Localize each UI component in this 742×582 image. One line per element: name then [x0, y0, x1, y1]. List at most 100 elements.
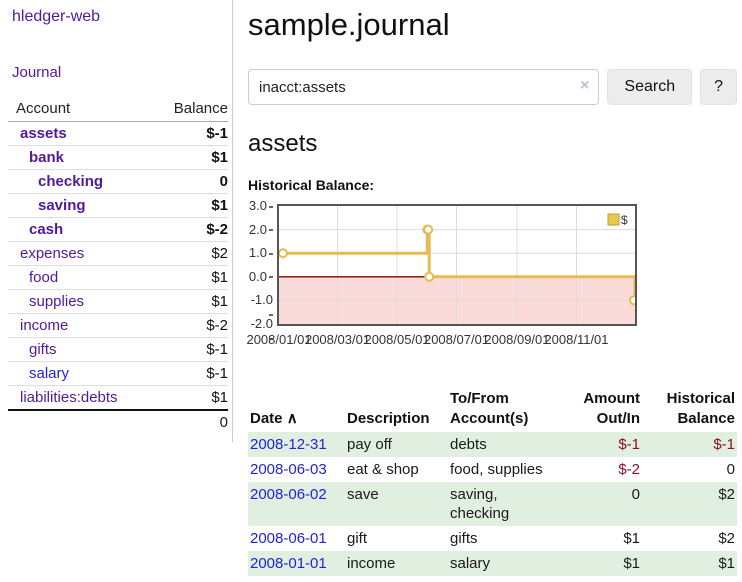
sidebar-item-journal[interactable]: Journal: [12, 64, 62, 81]
historical-balance-chart: $ 3.0 2.0 1.0 0.0 -1.0 -2.0 2008/01/01 2008/03/…: [246, 199, 737, 364]
search-button[interactable]: Search: [607, 69, 693, 105]
sort-asc-icon: ∧: [286, 410, 298, 427]
transaction-description: pay off: [347, 436, 392, 453]
search-bar: × Search ?: [248, 69, 737, 105]
sidebar-account-balance: $-2: [118, 217, 228, 242]
account-row: gifts $-1: [8, 337, 228, 362]
account-row: bank $1: [8, 145, 228, 170]
account-row: expenses $2: [8, 241, 228, 266]
account-row: cash $-2: [8, 217, 228, 242]
transaction-description: save: [347, 486, 379, 503]
search-input[interactable]: [248, 69, 600, 105]
transaction-amount: 0: [631, 486, 640, 503]
transaction-balance: $-1: [713, 436, 735, 453]
transaction-amount: $-1: [618, 436, 640, 453]
register-col-amount: Amount Out/In: [583, 390, 640, 427]
sidebar-account-link[interactable]: salary: [29, 365, 70, 382]
sidebar: hledger-web Journal Account Balance asse…: [0, 0, 233, 442]
sidebar-account-link[interactable]: assets: [20, 125, 67, 142]
transaction-date-link[interactable]: 2008-12-31: [250, 436, 327, 453]
accounts-col-account: Account: [8, 98, 118, 122]
sidebar-account-link[interactable]: bank: [29, 149, 65, 166]
register-col-description: Description: [347, 410, 430, 427]
chart-plot-area: $: [277, 204, 639, 326]
clear-search-icon[interactable]: ×: [580, 77, 590, 94]
transaction-balance: $2: [718, 486, 735, 503]
sidebar-account-balance: $2: [118, 241, 228, 266]
chart-title: Historical Balance:: [248, 177, 375, 193]
accounts-total: 0: [118, 409, 228, 434]
chart-x-tick-label: 2008/09/01: [484, 332, 550, 347]
sidebar-account-link[interactable]: income: [20, 317, 69, 334]
chart-y-tick-label: -2.0: [248, 317, 273, 345]
sidebar-account-balance: $1: [118, 193, 228, 218]
sidebar-account-link[interactable]: saving: [38, 197, 86, 214]
sidebar-account-balance: $-2: [118, 313, 228, 338]
register-row: 2008-06-03 eat & shop food, supplies $-2 0: [248, 457, 737, 482]
chart-y-tick-label: 1.0: [248, 246, 273, 260]
sidebar-account-balance: $1: [118, 265, 228, 290]
sidebar-account-link[interactable]: checking: [38, 173, 104, 190]
account-row: saving $1: [8, 193, 228, 218]
chart-x-tick-label: 2008/03/01: [304, 332, 371, 347]
sidebar-account-link[interactable]: supplies: [29, 293, 85, 310]
search-help-button[interactable]: ?: [700, 69, 737, 105]
sidebar-account-balance: $-1: [118, 121, 228, 146]
account-row: supplies $1: [8, 289, 228, 314]
page-title: sample.journal: [248, 7, 450, 42]
transaction-amount: $1: [623, 530, 640, 547]
register-row: 2008-01-01 income salary $1 $1: [248, 551, 737, 576]
sidebar-account-link[interactable]: cash: [29, 221, 64, 238]
app-brand-link[interactable]: hledger-web: [12, 8, 101, 25]
chart-y-tick-label: 2.0: [248, 222, 273, 237]
register-tbody: 2008-12-31 pay off debts $-1 $-1 2008-06-03 ea…: [248, 432, 737, 576]
chart-y-tick-label: 3.0: [248, 199, 273, 213]
account-row: liabilities:debts $1: [8, 386, 228, 411]
sidebar-account-link[interactable]: food: [29, 269, 59, 286]
account-row: income $-2: [8, 313, 228, 338]
transaction-accounts: saving, checking: [450, 486, 510, 522]
transaction-accounts: salary: [450, 555, 491, 572]
account-row: food $1: [8, 265, 228, 290]
accounts-tbody: assets $-1 bank $1 checking 0 saving $1 cash $-2 e…: [8, 121, 228, 411]
transaction-date-link[interactable]: 2008-01-01: [250, 555, 327, 572]
sidebar-account-link[interactable]: expenses: [20, 245, 85, 262]
chart-x-tick-label: 2008/01/01: [246, 332, 312, 347]
transaction-date-link[interactable]: 2008-06-01: [250, 530, 327, 547]
sidebar-account-link[interactable]: liabilities:debts: [20, 389, 118, 406]
sidebar-account-balance: $-1: [118, 337, 228, 362]
accounts-col-balance: Balance: [118, 98, 228, 122]
register-col-balance: Historical Balance: [666, 390, 735, 427]
register-col-accounts: To/From Account(s): [450, 390, 529, 427]
transaction-balance: $1: [718, 555, 735, 572]
transaction-description: income: [347, 555, 396, 572]
chart-y-tick-label: -1.0: [248, 293, 273, 321]
transaction-date-link[interactable]: 2008-06-02: [250, 486, 327, 503]
chart-x-tick-label: 2008/05/01: [364, 332, 430, 347]
transaction-description: gift: [347, 530, 368, 547]
account-row: salary $-1: [8, 361, 228, 386]
sidebar-account-balance: $1: [118, 145, 228, 170]
main-content: sample.journal × Search ? assets Histori…: [246, 0, 737, 576]
chart-legend-label: $: [621, 213, 628, 227]
sidebar-account-balance: $1: [211, 389, 228, 406]
sidebar-account-balance: $-1: [118, 361, 228, 386]
transaction-description: eat & shop: [347, 461, 419, 478]
register-col-date[interactable]: Date ∧: [250, 410, 298, 427]
transaction-accounts: food, supplies: [450, 461, 543, 478]
transaction-date-link[interactable]: 2008-06-03: [250, 461, 327, 478]
register-table: Date ∧ Description To/From Account(s) Am…: [248, 387, 737, 576]
register-row: 2008-06-02 save saving, checking 0 $2: [248, 482, 737, 526]
register-row: 2008-12-31 pay off debts $-1 $-1: [248, 432, 737, 457]
transaction-accounts: gifts: [450, 530, 478, 547]
account-row: assets $-1: [8, 121, 228, 146]
account-row: checking 0: [8, 169, 228, 194]
transaction-accounts: debts: [450, 436, 487, 453]
register-row: 2008-06-01 gift gifts $1 $2: [248, 526, 737, 551]
chart-x-tick-label: 2008/11/01: [544, 332, 609, 347]
sidebar-account-link[interactable]: gifts: [29, 341, 57, 358]
transaction-balance: $2: [718, 530, 735, 547]
chart-x-tick-label: 2008/07/01: [423, 332, 490, 347]
sidebar-account-balance: $1: [118, 289, 228, 314]
sidebar-account-balance: 0: [118, 169, 228, 194]
